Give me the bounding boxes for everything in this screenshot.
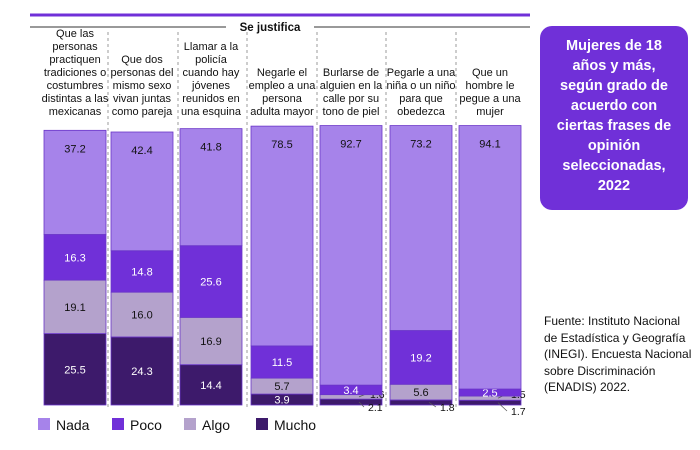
data-label: 1.7	[511, 406, 526, 418]
bar-segment-nada	[250, 125, 314, 347]
data-label: 19.2	[410, 352, 431, 364]
category-label: tradiciones o	[44, 67, 106, 79]
leader-line	[428, 402, 437, 408]
category-label: mismo sexo	[113, 80, 172, 92]
category-label: una esquina	[181, 106, 242, 118]
data-label: 16.9	[200, 336, 221, 348]
data-label: 16.0	[131, 310, 152, 322]
category-label: calle por su	[323, 93, 379, 105]
bar-segment-algo	[110, 291, 174, 338]
data-label: 14.4	[200, 380, 221, 392]
category-label: policía	[195, 54, 228, 66]
leader-line	[497, 402, 508, 412]
category-label: jóvenes	[191, 80, 230, 92]
data-label: 2.5	[482, 388, 497, 400]
bar-segment-poco	[179, 245, 243, 318]
category-label: empleo a una	[249, 80, 317, 92]
category-label: adulta mayor	[250, 106, 314, 118]
data-label: 14.8	[131, 266, 152, 278]
leader-line	[358, 401, 365, 408]
bar-segment-poco	[389, 330, 453, 385]
category-label: cuando hay	[183, 67, 240, 79]
category-label: costumbres	[47, 80, 104, 92]
category-label: hombre le	[466, 80, 515, 92]
bar-segment-mucho	[110, 336, 174, 406]
data-label: 73.2	[410, 139, 431, 151]
category-label: mexicanas	[49, 106, 102, 118]
bar-segment-poco	[250, 345, 314, 379]
data-label: 37.2	[64, 143, 85, 155]
data-label: 19.1	[64, 302, 85, 314]
chart-title-box: Mujeres de 18 años y más, según grado de…	[540, 26, 688, 210]
stacked-bar-chart: Se justifica Que laspersonaspractiquentra…	[30, 13, 530, 433]
category-label: Que dos	[121, 54, 163, 66]
category-label: pegue a una	[459, 93, 521, 105]
category-label: vivan juntas	[113, 93, 172, 105]
data-label: 78.5	[271, 139, 292, 151]
source-text: Fuente: Instituto Nacional de Estadístic…	[544, 314, 692, 394]
bar-segment-poco	[110, 250, 174, 293]
legend-swatch-nada	[38, 418, 50, 430]
bar-segment-poco	[43, 234, 107, 281]
category-label: para que	[399, 93, 442, 105]
data-label: 92.7	[340, 139, 361, 151]
bar-segment-nada	[319, 125, 383, 386]
category-label: personas	[52, 41, 98, 53]
bar-segment-algo	[179, 316, 243, 366]
bar-segment-nada	[179, 128, 243, 247]
category-label: tono de piel	[323, 106, 380, 118]
legend-label: Algo	[202, 417, 230, 433]
category-label: Pegarle a una	[387, 67, 456, 79]
data-label: 24.3	[131, 366, 152, 378]
data-label: 41.8	[200, 142, 221, 154]
category-label: Que un	[472, 67, 508, 79]
data-label: 42.4	[131, 145, 152, 157]
bar-segment-nada	[110, 131, 174, 252]
legend-label: Poco	[130, 417, 162, 433]
bar-segment-mucho	[43, 333, 107, 406]
bar-segment-mucho	[179, 364, 243, 406]
data-label: 5.7	[274, 381, 289, 393]
data-label: 16.3	[64, 252, 85, 264]
legend-label: Mucho	[274, 417, 316, 433]
bar-segment-nada	[43, 129, 107, 235]
bar-segment-nada	[389, 125, 453, 331]
data-label: 2.1	[368, 402, 383, 414]
data-label: 11.5	[272, 357, 293, 369]
chart-title: Mujeres de 18 años y más, según grado de…	[556, 38, 672, 194]
category-label: practiquen	[49, 54, 100, 66]
data-label: 3.9	[274, 395, 289, 407]
data-label: 5.6	[413, 387, 428, 399]
legend-swatch-algo	[184, 418, 196, 430]
source-note: Fuente: Instituto Nacional de Estadístic…	[544, 313, 694, 396]
data-label: 25.6	[200, 277, 221, 289]
bar-segment-nada	[458, 125, 522, 390]
category-label: personas del	[111, 67, 174, 79]
category-label: persona	[262, 93, 303, 105]
category-label: Que las	[56, 28, 94, 40]
data-label: 94.1	[479, 139, 500, 151]
category-label: niña o un niño	[386, 80, 455, 92]
data-label: 1.8	[440, 402, 455, 414]
data-label: 25.5	[64, 364, 85, 376]
legend-swatch-poco	[112, 418, 124, 430]
category-label: como pareja	[112, 106, 173, 118]
header-label-bg	[226, 18, 314, 34]
category-label: Burlarse de	[323, 67, 379, 79]
category-label: Negarle el	[257, 67, 307, 79]
category-label: obedezca	[397, 106, 446, 118]
header-label: Se justifica	[240, 22, 301, 34]
category-label: Llamar a la	[184, 41, 239, 53]
category-label: alguien en la	[320, 80, 383, 92]
category-label: mujer	[476, 106, 504, 118]
category-label: reunidos en	[182, 93, 240, 105]
legend-label: Nada	[56, 417, 90, 433]
legend-swatch-mucho	[256, 418, 268, 430]
category-label: distintas a las	[42, 93, 109, 105]
data-label: 3.4	[343, 385, 358, 397]
